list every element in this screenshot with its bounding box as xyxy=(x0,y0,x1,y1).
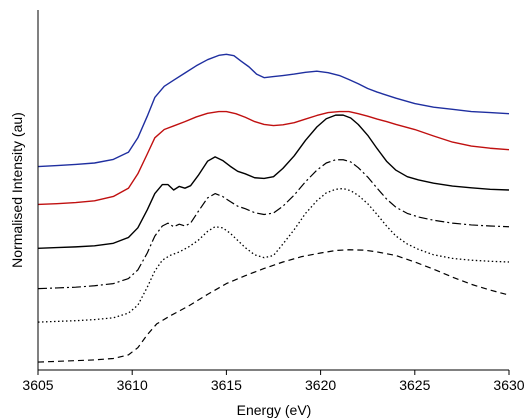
x-tick-label-3630: 3630 xyxy=(493,377,524,393)
series-line-2 xyxy=(37,110,510,206)
x-ticks: 3605 3610 3615 3620 3625 3630 xyxy=(22,370,525,393)
series-line-1 xyxy=(37,53,510,168)
x-tick-label-3615: 3615 xyxy=(211,377,242,393)
x-tick-label-3620: 3620 xyxy=(305,377,336,393)
y-axis-title: Normalised Intensity (au) xyxy=(9,112,25,268)
axes-layer xyxy=(37,10,509,371)
series-line-4 xyxy=(37,159,510,290)
x-tick-label-3610: 3610 xyxy=(117,377,148,393)
series-line-5 xyxy=(37,187,510,323)
x-tick-label-3605: 3605 xyxy=(22,377,53,393)
x-tick-label-3625: 3625 xyxy=(399,377,430,393)
series-layer xyxy=(37,53,510,363)
series-line-3 xyxy=(37,114,510,250)
x-axis-title: Energy (eV) xyxy=(237,402,312,418)
series-line-6 xyxy=(37,249,510,363)
